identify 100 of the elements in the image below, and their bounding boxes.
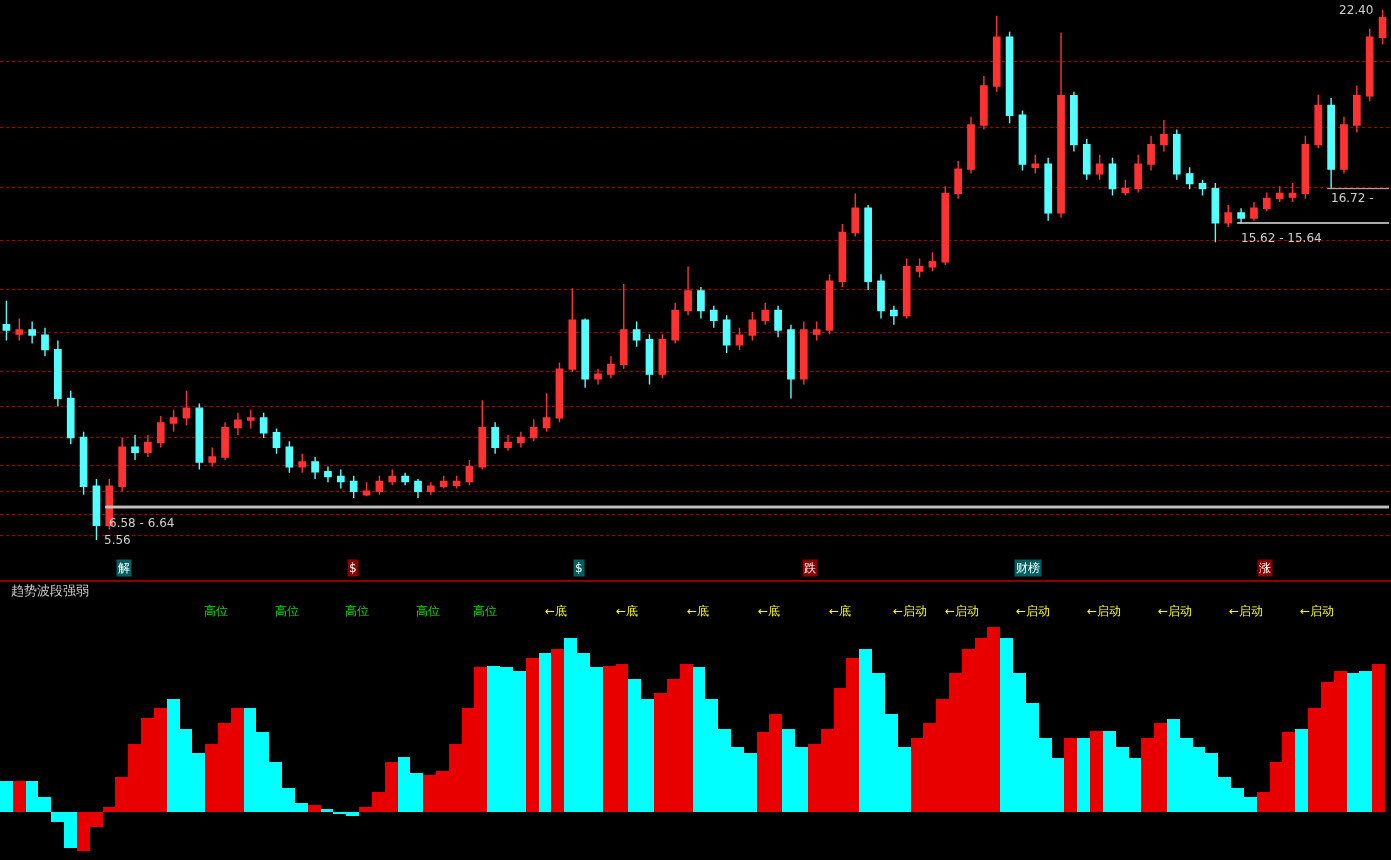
candlestick <box>1044 157 1053 222</box>
candlestick <box>336 468 345 490</box>
text: ←底 <box>616 604 639 618</box>
candlestick <box>1095 153 1104 181</box>
candlestick <box>697 286 705 320</box>
candlestick <box>1327 97 1335 190</box>
ref-line-label: 16.72 - <box>1331 191 1374 205</box>
candlestick <box>1005 31 1014 124</box>
text: ←启动 <box>1016 604 1051 618</box>
candlestick <box>1237 207 1245 225</box>
text: ←底 <box>687 604 710 618</box>
candlestick <box>427 481 435 496</box>
candlestick <box>735 327 744 351</box>
candlestick <box>1224 204 1233 228</box>
candlestick <box>15 317 24 342</box>
candlestick <box>478 399 487 471</box>
candlestick <box>1108 157 1117 197</box>
text: 财榜 <box>1016 561 1040 575</box>
candlestick <box>1262 191 1271 213</box>
candlestick <box>92 478 101 541</box>
candlestick <box>2 300 11 342</box>
candlestick <box>311 456 319 480</box>
candlestick <box>941 185 950 266</box>
text: ←启动 <box>1158 604 1193 618</box>
candlestick <box>504 434 512 452</box>
bar <box>1064 737 1078 813</box>
candlestick <box>246 409 255 430</box>
candlestick <box>787 324 795 400</box>
candlestick <box>1147 135 1155 172</box>
candlestick <box>465 459 474 486</box>
candlestick <box>41 327 49 357</box>
candlestick <box>79 431 88 496</box>
candlestick <box>684 265 692 316</box>
candlestick <box>272 427 281 455</box>
candlestick <box>761 301 770 326</box>
text: ←底 <box>545 604 568 618</box>
text: $ <box>349 561 357 575</box>
text: 高位 <box>204 604 228 618</box>
candlestick <box>156 415 165 449</box>
candlestick <box>1160 119 1168 153</box>
candlestick <box>1365 28 1374 102</box>
candlestick <box>388 468 397 486</box>
text: ←底 <box>758 604 781 618</box>
text: 高位 <box>416 604 440 618</box>
bar <box>551 648 565 813</box>
candlestick <box>131 434 139 461</box>
candlestick <box>594 368 602 386</box>
text: ←底 <box>829 604 852 618</box>
candlestick <box>799 320 808 386</box>
candlestick <box>632 320 641 348</box>
candlestick <box>1185 166 1194 190</box>
bar <box>525 658 539 813</box>
candlestick <box>954 160 962 200</box>
text: 涨 <box>1259 561 1271 575</box>
band-label: 15.62 - 15.64 <box>1241 231 1322 245</box>
candlestick <box>825 273 834 335</box>
candlestick <box>1378 9 1387 46</box>
candlestick <box>619 283 628 370</box>
candlestick <box>748 311 757 342</box>
candlestick <box>812 320 821 342</box>
candlestick <box>658 333 667 379</box>
text: 解 <box>118 561 130 575</box>
candlestick <box>1340 116 1348 175</box>
candlestick <box>401 472 409 486</box>
bar <box>1090 730 1103 813</box>
candlestick <box>54 339 62 408</box>
candlestick <box>118 437 127 493</box>
candlestick <box>298 453 307 474</box>
bar <box>1295 728 1309 813</box>
text: ←启动 <box>945 604 980 618</box>
candlestick <box>555 361 564 424</box>
text: ←启动 <box>893 604 928 618</box>
candlestick <box>517 431 525 449</box>
candlestick <box>581 317 590 389</box>
candlestick <box>1121 179 1130 197</box>
candlestick <box>851 192 860 238</box>
candlestick <box>28 320 36 345</box>
candlestick <box>324 465 332 483</box>
band-label: 6.58 - 6.64 <box>109 516 175 530</box>
candlestick <box>1172 128 1181 181</box>
candlestick <box>645 333 654 386</box>
candlestick <box>221 421 229 461</box>
candlestick <box>182 390 191 427</box>
candlestick <box>980 75 988 131</box>
text: 高位 <box>275 604 299 618</box>
candlestick <box>195 402 204 471</box>
candlestick <box>491 421 499 455</box>
candlestick <box>1057 31 1065 219</box>
candlestick <box>722 314 731 354</box>
candlestick <box>902 257 911 320</box>
candlestick <box>259 412 268 439</box>
candlestick <box>838 223 847 288</box>
candlestick <box>542 392 551 433</box>
candlestick <box>1018 109 1027 172</box>
candlestick <box>607 355 615 379</box>
candlestick <box>1288 182 1297 203</box>
candlestick <box>414 478 422 499</box>
candlestick <box>66 390 75 446</box>
text: 高位 <box>345 604 369 618</box>
candlestick <box>915 257 924 279</box>
